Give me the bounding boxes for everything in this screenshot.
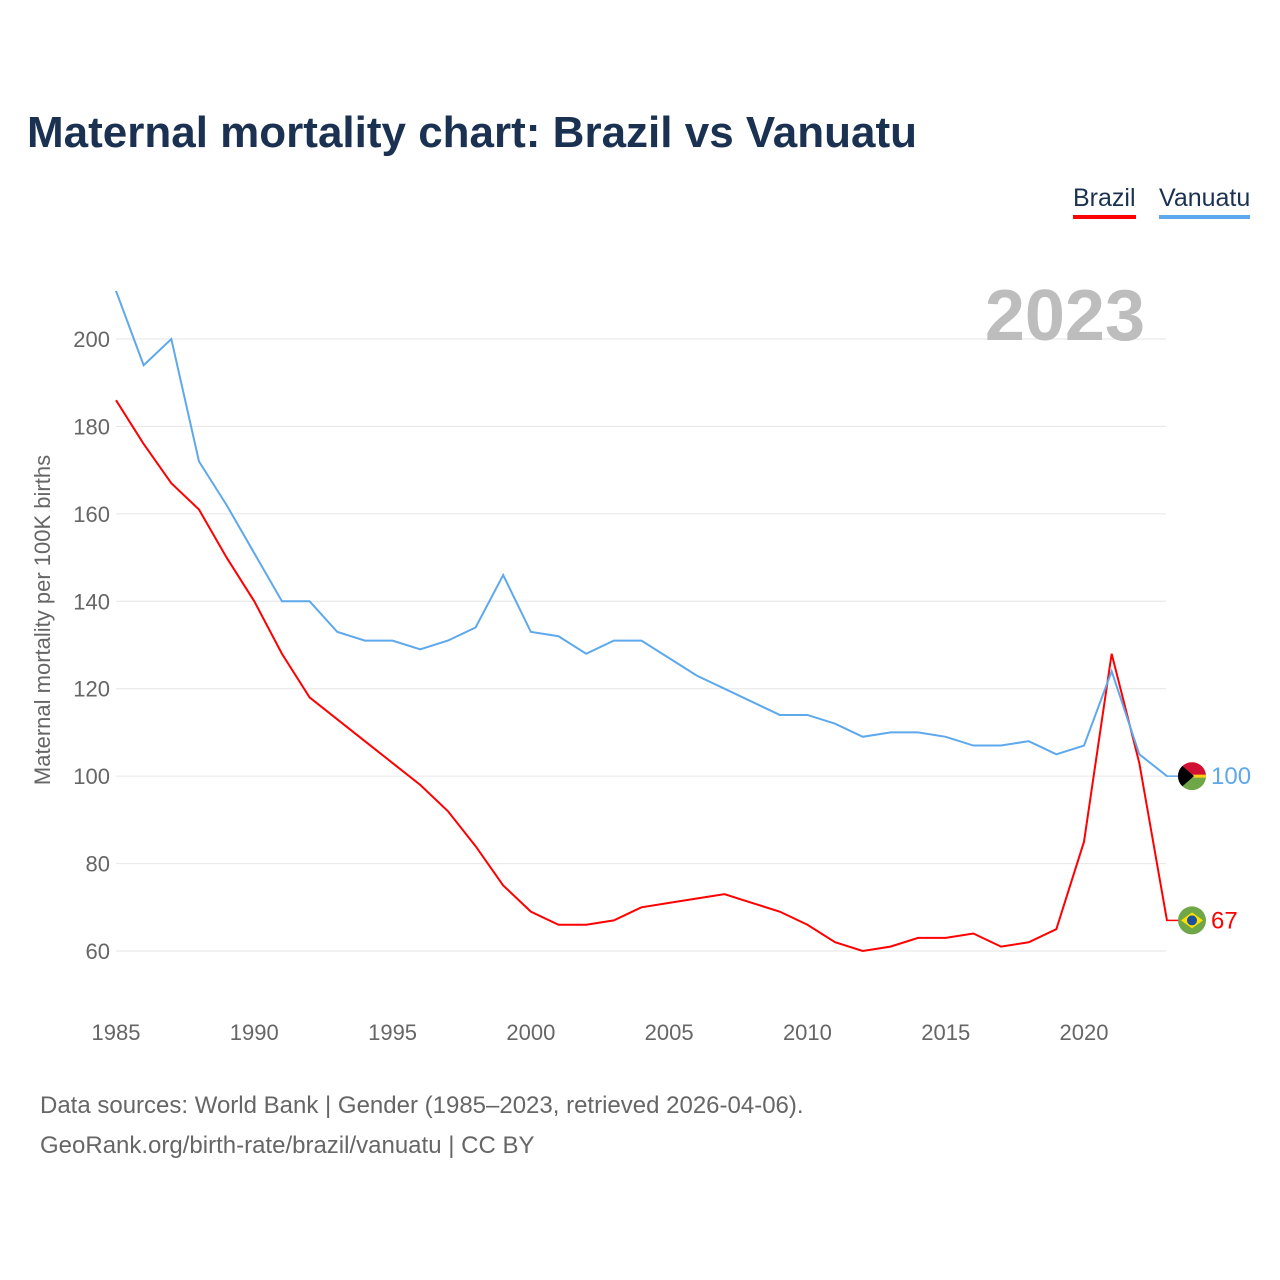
y-axis-label: Maternal mortality per 100K births: [30, 455, 55, 785]
source-link[interactable]: GeoRank.org/birth-rate/brazil/vanuatu | …: [40, 1132, 535, 1159]
y-tick-label: 200: [73, 327, 110, 352]
x-tick-label: 2010: [783, 1020, 832, 1045]
x-tick-label: 2015: [921, 1020, 970, 1045]
vanuatu-flag-icon: [1178, 762, 1206, 791]
y-tick-label: 120: [73, 677, 110, 702]
y-tick-label: 140: [73, 589, 110, 614]
series-line-vanuatu: [115, 290, 1168, 777]
y-tick-label: 60: [86, 939, 110, 964]
brazil-flag-icon: [1178, 906, 1206, 935]
legend-vanuatu[interactable]: Vanuatu: [1159, 184, 1251, 219]
chart-title: Maternal mortality chart: Brazil vs Vanu…: [27, 108, 918, 157]
footer: Data sources: World Bank | Gender (1985–…: [40, 1086, 804, 1166]
end-value-label: 100: [1211, 763, 1251, 790]
x-tick-label: 2000: [506, 1020, 555, 1045]
y-tick-label: 160: [73, 502, 110, 527]
x-tick-label: 2005: [645, 1020, 694, 1045]
legend-brazil[interactable]: Brazil: [1073, 184, 1136, 219]
x-tick-label: 1985: [92, 1020, 141, 1045]
year-watermark: 2023: [985, 276, 1145, 356]
y-tick-label: 180: [73, 414, 110, 439]
x-tick-label: 1990: [230, 1020, 279, 1045]
y-tick-label: 80: [86, 852, 110, 877]
x-tick-label: 2020: [1060, 1020, 1109, 1045]
series-line-brazil: [115, 399, 1168, 953]
x-tick-label: 1995: [368, 1020, 417, 1045]
data-source: Data sources: World Bank | Gender (1985–…: [40, 1092, 804, 1119]
y-tick-label: 100: [73, 764, 110, 789]
end-value-label: 67: [1211, 907, 1238, 934]
